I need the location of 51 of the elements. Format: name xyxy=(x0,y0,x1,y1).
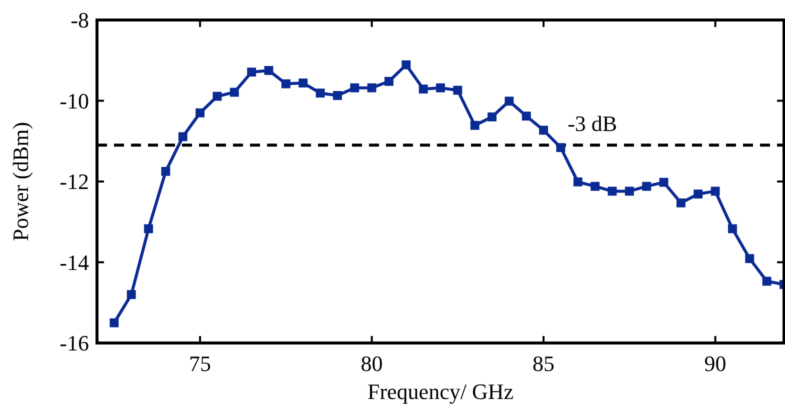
y-tick-label: -12 xyxy=(60,169,89,194)
point xyxy=(694,190,703,198)
point xyxy=(281,79,290,88)
point xyxy=(384,76,394,86)
point xyxy=(762,276,772,286)
point xyxy=(539,126,548,135)
y-tick-label: -8 xyxy=(70,8,89,33)
point xyxy=(247,68,256,77)
point xyxy=(402,60,411,70)
point xyxy=(144,224,153,234)
x-tick-label: 80 xyxy=(360,351,383,376)
point xyxy=(676,198,686,208)
point xyxy=(590,182,600,191)
point xyxy=(316,88,325,98)
point xyxy=(522,112,531,121)
point xyxy=(642,182,652,191)
point xyxy=(298,78,308,88)
point xyxy=(264,66,274,75)
point xyxy=(436,83,445,92)
point xyxy=(659,178,668,187)
point xyxy=(350,83,360,92)
point xyxy=(624,186,634,196)
point xyxy=(745,254,754,264)
point xyxy=(573,177,582,186)
point xyxy=(126,290,136,300)
point xyxy=(556,143,566,152)
y-tick-label: -10 xyxy=(60,88,89,114)
y-axis-title: Power (dBm) xyxy=(8,122,33,242)
point xyxy=(470,120,480,130)
point xyxy=(453,86,462,95)
point xyxy=(728,224,737,234)
x-tick-label: 90 xyxy=(704,351,726,376)
x-tick-label: 75 xyxy=(189,351,212,376)
y-tick-label: -16 xyxy=(60,330,89,356)
point xyxy=(608,186,617,196)
point xyxy=(178,132,188,142)
point xyxy=(418,84,428,94)
point xyxy=(710,186,720,196)
point xyxy=(196,108,205,118)
y-tick-label: -14 xyxy=(60,250,89,275)
point xyxy=(212,92,222,101)
point xyxy=(161,166,170,176)
x-tick-label: 85 xyxy=(532,351,555,376)
point xyxy=(504,96,514,106)
point xyxy=(230,88,239,97)
point xyxy=(367,83,376,92)
point xyxy=(110,318,119,328)
ref-line-label: -3 dB xyxy=(568,111,618,136)
point xyxy=(488,112,496,122)
point xyxy=(332,91,342,100)
x-axis-title: Frequency/ GHz xyxy=(367,379,514,404)
